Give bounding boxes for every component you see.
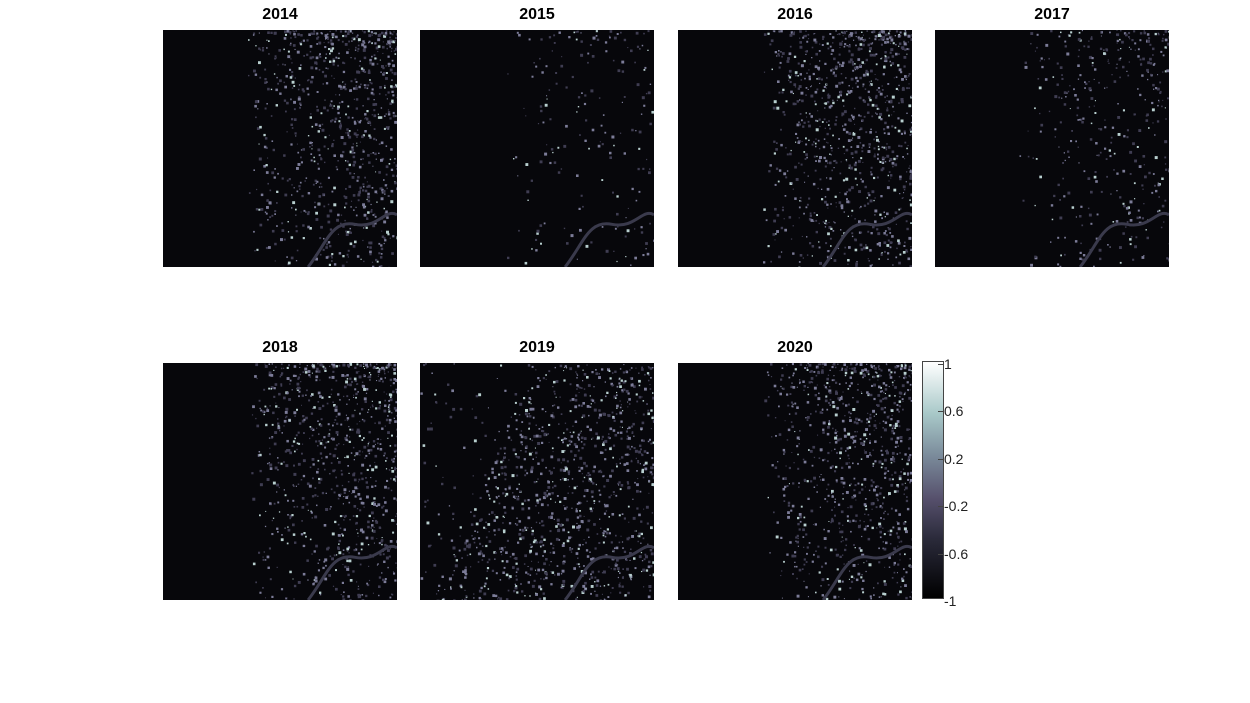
satellite-image — [163, 363, 397, 600]
panel-title: 2014 — [262, 6, 298, 23]
panel-title: 2018 — [262, 339, 298, 356]
colorbar — [922, 361, 944, 599]
map-panel-2014: 2014 — [163, 6, 397, 267]
colorbar-tick-mark — [938, 458, 944, 460]
colorbar-tick-label: 0.2 — [944, 450, 964, 467]
colorbar-tick-mark — [938, 411, 944, 413]
colorbar-tick-mark — [938, 506, 944, 508]
map-panel-2016: 2016 — [678, 6, 912, 267]
satellite-image — [935, 30, 1169, 267]
map-panel-2020: 2020 — [678, 339, 912, 600]
satellite-image — [420, 30, 654, 267]
panel-title: 2015 — [519, 6, 555, 23]
colorbar-tick-label: -0.6 — [944, 545, 969, 562]
satellite-image — [678, 363, 912, 600]
satellite-image — [420, 363, 654, 600]
panel-title: 2017 — [1034, 6, 1070, 23]
panel-title: 2016 — [777, 6, 813, 23]
satellite-image — [163, 30, 397, 267]
colorbar-tick-label: 0.6 — [944, 403, 964, 420]
colorbar-tick-mark — [938, 598, 944, 599]
colorbar-tick-label: -0.2 — [944, 498, 969, 515]
colorbar-tick-label: -1 — [944, 593, 957, 609]
map-panel-2018: 2018 — [163, 339, 397, 600]
colorbar-tick-label: 1 — [944, 356, 952, 372]
colorbar-tick-mark — [938, 553, 944, 555]
map-panel-2017: 2017 — [935, 6, 1169, 267]
panel-title: 2020 — [777, 339, 813, 356]
panel-title: 2019 — [519, 339, 555, 356]
map-panel-2019: 2019 — [420, 339, 654, 600]
colorbar-tick-mark — [938, 364, 944, 365]
map-panel-2015: 2015 — [420, 6, 654, 267]
satellite-image — [678, 30, 912, 267]
